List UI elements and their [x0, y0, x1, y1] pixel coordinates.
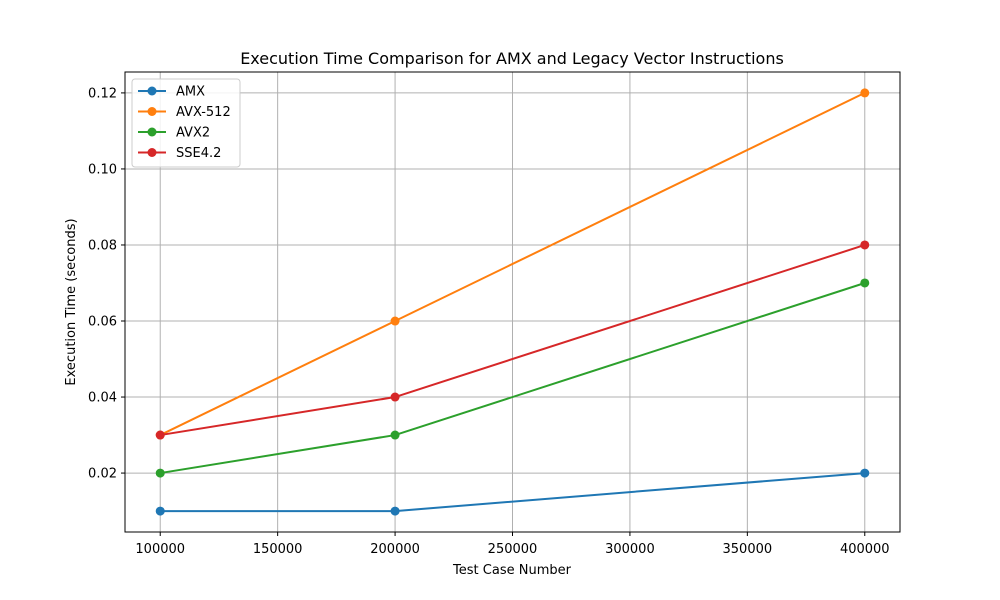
- legend-marker: [147, 148, 157, 157]
- data-point-sse4-2: [155, 430, 165, 440]
- x-axis: 100000 150000 200000 250000 300000 350000 4000…: [135, 532, 890, 557]
- legend-item-sse4-2: SSE4.2: [138, 146, 221, 161]
- legend-label: AVX2: [176, 126, 210, 141]
- legend-label: AVX-512: [176, 105, 231, 120]
- legend: AMX AVX-512 AVX2 SSE4.2: [131, 78, 241, 168]
- legend-items: AMX AVX-512 AVX2 SSE4.2: [138, 85, 231, 161]
- data-point-avx-512: [860, 88, 870, 98]
- x-tick-label: 350000: [723, 542, 773, 557]
- legend-marker: [147, 107, 157, 116]
- y-axis: 0.02 0.04 0.06 0.08 0.10 0.12: [88, 86, 125, 482]
- y-tick-label: 0.08: [88, 238, 117, 253]
- data-point-amx: [155, 506, 165, 516]
- legend-marker: [147, 127, 157, 137]
- y-tick-label: 0.02: [88, 467, 117, 482]
- y-tick-label: 0.04: [88, 391, 117, 406]
- legend-marker: [147, 86, 157, 96]
- legend-label: SSE4.2: [176, 146, 221, 161]
- data-point-sse4-2: [860, 240, 870, 250]
- x-tick-label: 150000: [253, 542, 303, 557]
- data-point-amx: [860, 468, 870, 478]
- series-layer: [155, 88, 870, 516]
- grid: [125, 72, 900, 532]
- data-point-avx2: [155, 468, 165, 478]
- x-tick-label: 100000: [135, 542, 185, 557]
- data-point-avx-512: [390, 316, 400, 326]
- x-tick-label: 250000: [488, 542, 538, 557]
- legend-label: AMX: [176, 85, 205, 100]
- y-axis-label: Execution Time (seconds): [64, 218, 79, 385]
- series-sse4-2: [155, 240, 870, 440]
- x-tick-label: 300000: [605, 542, 655, 557]
- y-tick-label: 0.06: [88, 315, 117, 330]
- legend-box: [131, 78, 241, 168]
- data-point-sse4-2: [390, 392, 400, 402]
- data-point-avx2: [390, 430, 400, 440]
- data-point-avx2: [860, 278, 870, 288]
- y-tick-label: 0.10: [88, 162, 117, 177]
- x-tick-label: 400000: [840, 542, 890, 557]
- legend-item-amx: AMX: [138, 85, 205, 100]
- x-tick-label: 200000: [370, 542, 420, 557]
- data-point-amx: [390, 506, 400, 516]
- y-tick-label: 0.12: [88, 86, 117, 101]
- legend-item-avx2: AVX2: [138, 126, 210, 141]
- series-amx: [155, 468, 870, 516]
- chart-title: Execution Time Comparison for AMX and Le…: [240, 49, 784, 68]
- x-axis-label: Test Case Number: [452, 563, 572, 578]
- series-avx2: [155, 278, 870, 478]
- legend-item-avx-512: AVX-512: [138, 105, 231, 120]
